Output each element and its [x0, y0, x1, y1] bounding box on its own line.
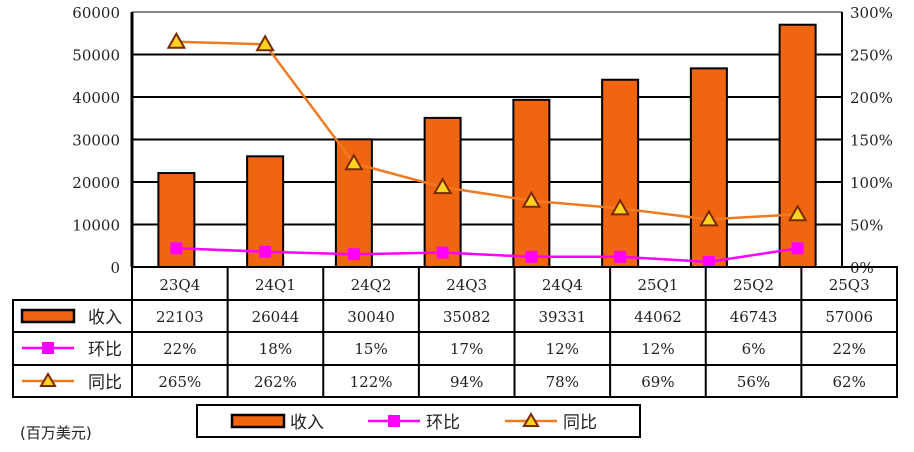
y-left-tick-label: 60000 — [72, 4, 120, 22]
table-cell: 17% — [450, 340, 483, 358]
y-left-tick-label: 20000 — [72, 174, 120, 192]
marker-triangle — [521, 190, 542, 208]
table-cell: 94% — [450, 373, 483, 391]
legend-label: 环比 — [426, 413, 460, 433]
y-left-tick-label: 50000 — [72, 47, 120, 65]
table-cell: 15% — [354, 340, 387, 358]
y-right-tick-label: 300% — [850, 4, 893, 22]
marker-square — [259, 245, 272, 258]
legend-key-triangle — [522, 412, 540, 427]
line-同比 — [176, 40, 798, 221]
category-label: 25Q1 — [637, 276, 678, 294]
table-cell: 22% — [163, 340, 196, 358]
marker-square — [614, 250, 627, 263]
table-cell: 22103 — [156, 308, 204, 326]
y-right-tick-label: 150% — [850, 132, 893, 150]
table-cell: 265% — [158, 373, 201, 391]
table-cell: 78% — [546, 373, 579, 391]
table-cell: 22% — [833, 340, 866, 358]
legend: 收入 环比 同比 — [196, 404, 641, 438]
lines — [166, 31, 808, 268]
table-cell: 39331 — [538, 308, 586, 326]
legend-key-square — [388, 415, 400, 427]
table-cell: 6% — [742, 340, 766, 358]
table-cell: 44062 — [634, 308, 682, 326]
table-cell: 57006 — [825, 308, 873, 326]
marker-triangle — [787, 204, 808, 222]
series-label: 同比 — [88, 373, 122, 393]
table-cell: 18% — [259, 340, 292, 358]
table-cell: 26044 — [252, 308, 300, 326]
category-label: 24Q2 — [351, 276, 392, 294]
legend-key-square — [42, 342, 54, 354]
marker-triangle — [344, 153, 364, 171]
table-cell: 46743 — [730, 308, 778, 326]
bar-25Q1 — [601, 78, 640, 269]
marker-square — [436, 246, 449, 259]
marker-square — [791, 242, 804, 255]
marker-triangle — [255, 34, 275, 52]
category-label: 25Q2 — [733, 276, 774, 294]
table-cell: 62% — [833, 373, 866, 391]
marker-triangle — [610, 198, 630, 216]
table-cell: 35082 — [443, 308, 491, 326]
y-right-tick-label: 50% — [850, 217, 883, 235]
data-table: 23Q4 24Q1 24Q2 24Q3 24Q4 25Q1 25Q2 25Q3 22103 260… — [12, 266, 898, 398]
axes: 01000020000300004000050000600000%50%100%… — [72, 4, 893, 277]
table-cell: 122% — [350, 373, 393, 391]
table-cell: 262% — [254, 373, 297, 391]
table-cell: 56% — [737, 373, 770, 391]
marker-square — [170, 242, 183, 255]
bar-25Q2 — [689, 67, 728, 268]
y-right-tick-label: 100% — [850, 174, 893, 192]
marker-square — [347, 248, 360, 261]
bars — [157, 23, 817, 269]
legend-label: 收入 — [290, 413, 324, 433]
y-left-tick-label: 0 — [110, 259, 120, 277]
category-label: 23Q4 — [159, 276, 200, 294]
marker-square — [525, 250, 538, 263]
y-right-tick-label: 250% — [850, 47, 893, 65]
category-label: 24Q1 — [255, 276, 296, 294]
bar-25Q3 — [778, 23, 817, 268]
marker-triangle — [166, 31, 187, 49]
category-label: 24Q3 — [446, 276, 487, 294]
y-left-tick-label: 30000 — [72, 132, 120, 150]
series-label: 收入 — [88, 308, 122, 328]
legend-key-triangle — [39, 372, 57, 387]
category-label: 25Q3 — [829, 276, 870, 294]
bar-24Q4 — [512, 98, 551, 268]
legend-key-bar — [230, 413, 286, 429]
unit-note: (百万美元) — [20, 424, 92, 442]
legend-label: 同比 — [563, 413, 597, 433]
marker-square — [702, 255, 715, 268]
series-label: 环比 — [88, 340, 122, 360]
y-right-tick-label: 200% — [850, 89, 893, 107]
y-left-tick-label: 10000 — [72, 217, 120, 235]
table-cell: 12% — [641, 340, 674, 358]
table-cell: 12% — [546, 340, 579, 358]
category-label: 24Q4 — [542, 276, 583, 294]
table-cell: 69% — [641, 373, 674, 391]
line-环比 — [176, 247, 798, 264]
legend-key-bar — [20, 308, 76, 324]
marker-triangle — [432, 177, 453, 195]
y-left-tick-label: 40000 — [72, 89, 120, 107]
table-cell: 30040 — [347, 308, 395, 326]
marker-triangle — [699, 209, 719, 227]
